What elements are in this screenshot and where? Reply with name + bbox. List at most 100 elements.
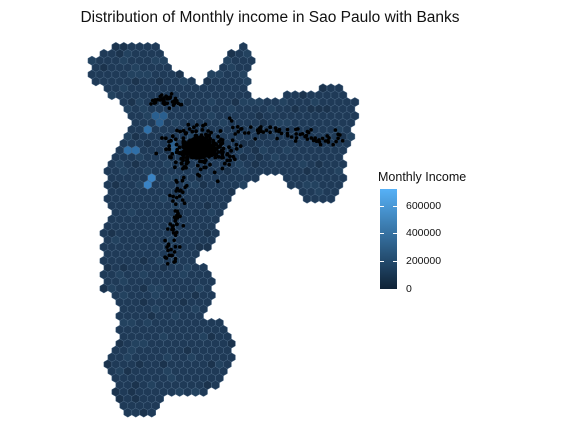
bank-point — [173, 137, 178, 142]
bank-point — [249, 125, 253, 129]
bank-point — [176, 150, 181, 155]
bank-point — [173, 244, 178, 249]
bank-point — [305, 137, 310, 141]
hex-cell — [191, 387, 200, 397]
bank-point — [190, 129, 195, 134]
bank-point — [182, 175, 186, 180]
bank-point — [234, 147, 239, 151]
bank-point — [167, 147, 172, 152]
bank-point — [192, 125, 196, 130]
bank-point — [259, 125, 263, 129]
bank-point — [258, 127, 263, 132]
bank-point — [216, 134, 220, 139]
bank-point — [220, 141, 225, 146]
bank-point — [268, 130, 272, 135]
bank-point — [275, 136, 279, 141]
bank-point — [167, 96, 172, 101]
legend-tick-label: 600000 — [406, 199, 442, 212]
legend: Monthly Income 600000 400000 200000 0 — [378, 170, 488, 310]
bank-point — [185, 157, 190, 162]
bank-point — [197, 173, 202, 178]
bank-point — [243, 131, 247, 135]
bank-point — [236, 129, 240, 134]
bank-point — [211, 145, 216, 150]
bank-point — [180, 178, 185, 183]
bank-point — [172, 238, 176, 243]
bank-point — [166, 248, 170, 253]
bank-point — [171, 224, 175, 228]
bank-point — [187, 127, 192, 131]
bank-point — [184, 131, 189, 135]
legend-tick-mark — [393, 205, 397, 207]
hex-cell — [99, 283, 109, 294]
bank-cluster-core — [186, 137, 210, 155]
bank-point — [179, 161, 184, 166]
bank-point — [172, 260, 176, 264]
bank-point — [331, 142, 336, 147]
bank-point — [204, 132, 208, 137]
hex-cell — [131, 407, 141, 418]
bank-point — [285, 127, 290, 132]
bank-point — [149, 102, 153, 106]
bank-point — [152, 101, 157, 105]
bank-point — [323, 139, 328, 143]
bank-point — [305, 129, 310, 134]
bank-point — [172, 250, 177, 254]
bank-point — [221, 155, 225, 160]
bank-point — [181, 128, 186, 133]
bank-point — [167, 106, 172, 110]
bank-point — [163, 136, 168, 141]
bank-point — [304, 133, 309, 138]
bank-point — [219, 137, 223, 142]
bank-point — [168, 193, 172, 198]
bank-point — [225, 158, 230, 163]
bank-point — [174, 202, 178, 206]
bank-point — [160, 136, 164, 140]
bank-point — [175, 213, 179, 218]
bank-point — [229, 148, 234, 153]
hex-cell — [203, 242, 212, 252]
bank-point — [170, 152, 175, 156]
legend-tick-label: 0 — [406, 283, 412, 295]
bank-point — [220, 166, 225, 171]
bank-point — [264, 128, 269, 132]
legend-tick-label: 400000 — [406, 227, 442, 240]
bank-point — [217, 144, 221, 149]
bank-point — [229, 119, 234, 123]
bank-point — [181, 155, 186, 160]
hex-cell — [199, 387, 208, 397]
bank-point — [320, 136, 325, 141]
hex-cell — [251, 173, 260, 183]
legend-tick-mark — [380, 205, 384, 207]
bank-point — [233, 132, 237, 136]
bank-point — [171, 194, 175, 199]
bank-point — [309, 136, 314, 140]
bank-point — [173, 256, 178, 261]
hex-cell — [175, 387, 184, 397]
bank-point — [195, 123, 199, 127]
bank-point — [174, 142, 179, 147]
legend-tick-mark — [393, 233, 397, 235]
bank-point — [279, 131, 284, 136]
bank-point — [206, 129, 211, 133]
bank-point — [199, 133, 204, 138]
bank-point — [222, 161, 227, 166]
bank-point — [334, 139, 338, 144]
hex-cell — [318, 193, 328, 204]
bank-point — [309, 128, 313, 132]
hex-cell — [326, 193, 336, 204]
bank-point — [166, 243, 171, 248]
bank-point — [273, 126, 278, 130]
bank-point — [294, 132, 299, 136]
legend-tick-mark — [393, 289, 397, 290]
bank-point — [340, 139, 345, 143]
legend-tick-mark — [393, 261, 397, 263]
bank-point — [178, 102, 183, 107]
bank-point — [218, 129, 223, 133]
bank-point — [202, 165, 207, 170]
bank-point — [167, 139, 171, 144]
bank-points — [149, 92, 345, 266]
bank-point — [239, 127, 243, 131]
bank-point — [170, 227, 174, 232]
bank-point — [268, 125, 272, 129]
